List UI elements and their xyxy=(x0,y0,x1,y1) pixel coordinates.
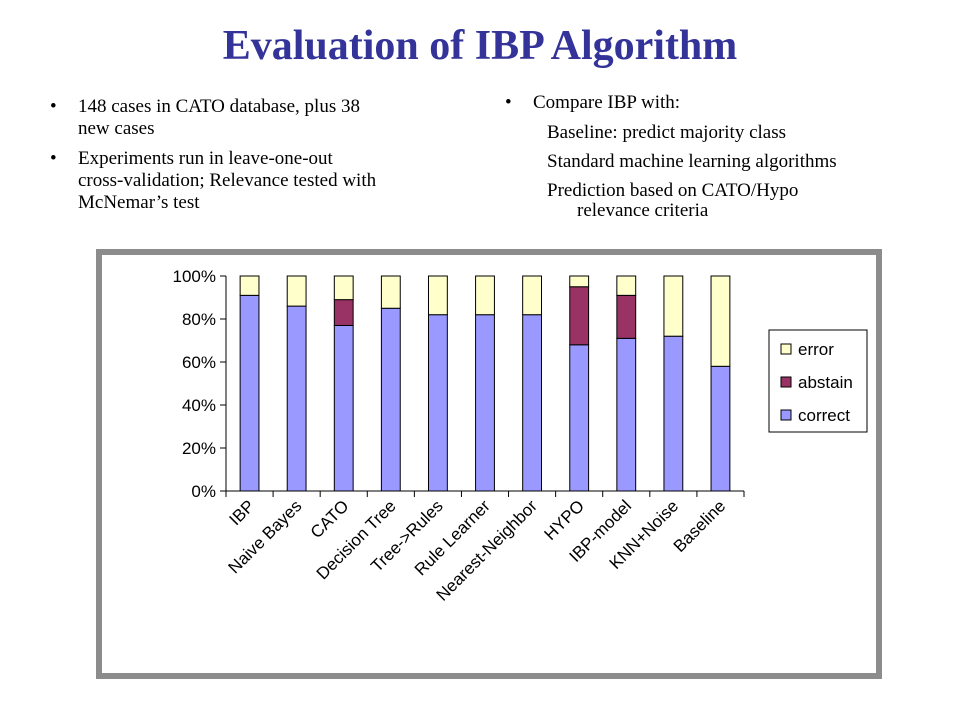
legend-swatch-abstain xyxy=(780,376,792,388)
bar-correct-4 xyxy=(380,307,401,492)
bullet-compare-text: Compare IBP with: xyxy=(533,92,681,113)
bar-abstain-8 xyxy=(569,286,590,346)
bar-error-2 xyxy=(286,275,307,307)
bar-error-1 xyxy=(239,275,260,296)
bar-error-9 xyxy=(616,275,637,296)
y-tick-label: 20% xyxy=(182,439,216,458)
bullet-cases-line1: 148 cases in CATO database, plus 38 xyxy=(78,96,360,117)
bar-error-10 xyxy=(663,275,684,337)
bar-correct-7 xyxy=(522,314,543,492)
legend-swatch-error xyxy=(780,343,792,355)
bar-error-4 xyxy=(380,275,401,309)
bar-correct-3 xyxy=(333,324,354,492)
bar-error-3 xyxy=(333,275,354,301)
y-tick-label: 100% xyxy=(173,267,216,286)
bullet-experiments: • Experiments run in leave-one-out cross… xyxy=(50,148,460,214)
bullet-cases-line2: new cases xyxy=(78,118,155,139)
chart-frame: 0% 20% 40% 60% 80% 100% IBP Naive Bayes CATO Dec… xyxy=(96,249,882,679)
bullet-cases: • 148 cases in CATO database, plus 38 ne… xyxy=(50,96,460,140)
bar-error-8 xyxy=(569,275,590,288)
legend-label-error: error xyxy=(798,340,834,359)
bar-correct-1 xyxy=(239,294,260,492)
bar-error-11 xyxy=(710,275,731,367)
x-tick-label: IBP xyxy=(226,496,259,529)
bar-abstain-3 xyxy=(333,299,354,326)
left-bullet-list: • 148 cases in CATO database, plus 38 ne… xyxy=(50,96,460,222)
subitem-standard-ml: Standard machine learning algorithms xyxy=(547,151,837,172)
legend: error abstain correct xyxy=(768,329,868,433)
x-tick-label: Baseline xyxy=(670,496,730,556)
bar-abstain-9 xyxy=(616,294,637,339)
bullet-experiments-line3: McNemar’s test xyxy=(78,192,200,213)
bar-correct-2 xyxy=(286,305,307,492)
bars xyxy=(239,275,731,492)
bullet-experiments-line2: cross-validation; Relevance tested with xyxy=(78,170,377,191)
subitem-baseline: Baseline: predict majority class xyxy=(547,122,787,143)
legend-label-abstain: abstain xyxy=(798,373,853,392)
bullet-experiments-line1: Experiments run in leave-one-out xyxy=(78,148,333,169)
legend-swatch-correct xyxy=(780,409,792,421)
legend-label-correct: correct xyxy=(798,406,850,425)
bar-correct-5 xyxy=(427,314,448,492)
bar-error-7 xyxy=(522,275,543,316)
bar-correct-9 xyxy=(616,337,637,492)
bar-correct-10 xyxy=(663,335,684,492)
y-axis: 0% 20% 40% 60% 80% 100% xyxy=(173,267,227,501)
y-tick-label: 60% xyxy=(182,353,216,372)
bar-correct-8 xyxy=(569,344,590,492)
bar-correct-6 xyxy=(475,314,495,492)
subitem-cato-hypo-line1: Prediction based on CATO/Hypo xyxy=(547,180,799,201)
slide-title: Evaluation of IBP Algorithm xyxy=(222,23,738,69)
y-tick-label: 0% xyxy=(191,482,216,501)
bar-error-6 xyxy=(475,275,495,316)
y-tick-label: 40% xyxy=(182,396,216,415)
bar-correct-11 xyxy=(710,365,731,492)
y-tick-label: 80% xyxy=(182,310,216,329)
bullet-dot: • xyxy=(505,92,512,113)
bullet-dot: • xyxy=(50,148,57,169)
bullet-compare: • Compare IBP with: xyxy=(505,92,935,114)
bar-error-5 xyxy=(427,275,448,316)
subitem-cato-hypo-line2: relevance criteria xyxy=(577,200,709,221)
right-bullet-list: • Compare IBP with: xyxy=(505,92,935,114)
x-tick-label: CATO xyxy=(307,496,353,542)
bullet-dot: • xyxy=(50,96,57,117)
